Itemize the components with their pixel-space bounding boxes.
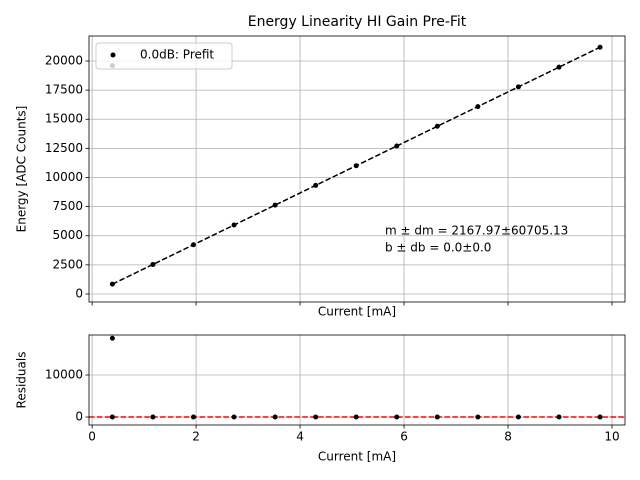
y-tick-label: 17500: [45, 83, 83, 97]
y-tick-label: 5000: [52, 228, 83, 242]
data-point: [109, 414, 115, 420]
data-point: [150, 414, 156, 420]
y-tick-label: 10000: [45, 170, 83, 184]
y-tick-label: 0: [75, 286, 83, 300]
y-tick-label: 12500: [45, 141, 83, 155]
x-tick-label: 8: [504, 430, 512, 444]
data-point: [394, 143, 400, 149]
plot-area: [89, 335, 625, 425]
data-point: [272, 414, 278, 420]
x-tick-label: 6: [400, 430, 408, 444]
y-tick-label: 0: [75, 409, 83, 423]
data-point: [556, 414, 562, 420]
data-point: [556, 64, 562, 70]
x-tick-label: 0: [88, 430, 96, 444]
data-point: [515, 84, 521, 90]
y-tick-label: 20000: [45, 54, 83, 68]
data-point: [475, 104, 481, 110]
data-point: [597, 414, 603, 420]
y-axis-label: Residuals: [15, 352, 29, 409]
legend-marker: [110, 52, 116, 58]
data-point: [434, 414, 440, 420]
data-point: [190, 414, 196, 420]
data-point: [353, 163, 359, 169]
legend-box: [95, 42, 233, 70]
annotation: b ± db = 0.0±0.0: [385, 241, 491, 255]
data-point: [353, 414, 359, 420]
data-point: [475, 414, 481, 420]
data-point: [394, 414, 400, 420]
x-tick-label: 4: [296, 430, 304, 444]
y-tick-label: 10000: [45, 368, 83, 382]
x-axis-label: Current [mA]: [318, 450, 396, 464]
data-point: [434, 123, 440, 129]
y-axis-label: Energy [ADC Counts]: [15, 106, 29, 233]
x-tick-label: 2: [192, 430, 200, 444]
y-tick-label: 7500: [52, 199, 83, 213]
plot-area: [89, 36, 625, 302]
data-point: [150, 261, 156, 267]
data-point: [272, 202, 278, 208]
data-point: [231, 222, 237, 228]
y-tick-label: 15000: [45, 112, 83, 126]
y-tick-label: 2500: [52, 257, 83, 271]
data-point: [313, 182, 319, 188]
data-point: [109, 281, 115, 287]
annotation: m ± dm = 2167.97±60705.13: [385, 224, 568, 238]
axes-frame: [88, 35, 626, 303]
legend-label: 0.0dB: Prefit: [140, 48, 214, 62]
data-point: [515, 414, 521, 420]
data-point: [109, 335, 115, 341]
axes-frame: [88, 334, 626, 426]
x-tick-label: 10: [604, 430, 619, 444]
data-point: [231, 414, 237, 420]
x-axis-label: Current [mA]: [318, 305, 396, 319]
data-point: [313, 414, 319, 420]
data-point: [597, 44, 603, 50]
data-point: [190, 242, 196, 248]
chart-title: Energy Linearity HI Gain Pre-Fit: [248, 14, 467, 30]
